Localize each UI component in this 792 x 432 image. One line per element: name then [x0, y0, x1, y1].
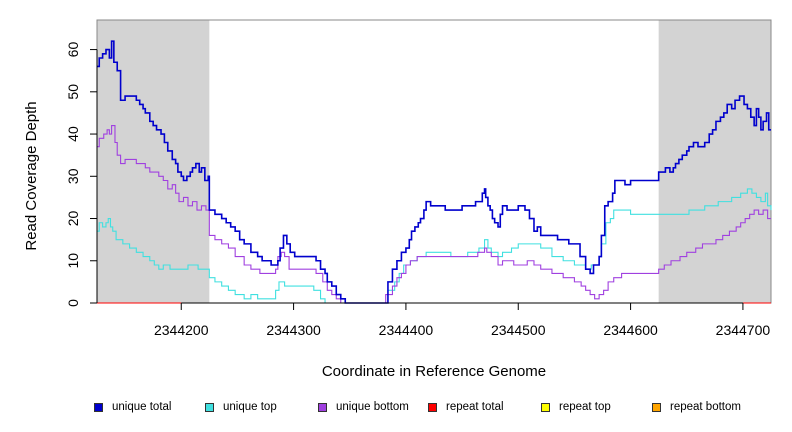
legend-item-repeat-bottom: repeat bottom: [652, 401, 741, 413]
legend-item-repeat-total: repeat total: [428, 401, 504, 413]
y-axis-title: Read Coverage Depth: [23, 101, 40, 250]
shaded-region-2: [658, 20, 771, 303]
y-tick-label: 50: [65, 84, 81, 100]
y-tick-label: 0: [65, 299, 81, 307]
y-tick-label: 20: [65, 211, 81, 227]
legend-item-repeat-top: repeat top: [541, 401, 611, 413]
x-tick-label: 2344300: [266, 322, 321, 338]
x-tick-label: 2344600: [603, 322, 658, 338]
x-axis: 2344200 2344300 2344400 2344500 2344600 23447…: [154, 302, 771, 338]
legend-label: repeat bottom: [670, 401, 741, 413]
legend-label: repeat top: [559, 401, 611, 413]
series-line-unique-top: [97, 188, 772, 304]
legend-swatch: [652, 402, 661, 412]
legend-label: repeat total: [446, 401, 504, 413]
legend-item-unique-top: unique top: [205, 401, 277, 413]
legend-label: unique bottom: [336, 401, 409, 413]
y-axis: 0 10 20 30 40 50 60: [65, 42, 98, 307]
legend-swatch: [205, 402, 214, 412]
y-tick-label: 40: [65, 126, 81, 142]
x-tick-label: 2344500: [491, 322, 546, 338]
legend: unique total unique top unique bottom repea…: [0, 398, 792, 420]
shaded-region-1: [97, 20, 210, 303]
y-tick-label: 10: [65, 253, 81, 269]
legend-swatch: [541, 402, 550, 412]
legend-label: unique total: [112, 401, 172, 413]
legend-swatch: [318, 402, 327, 412]
x-tick-label: 2344400: [379, 322, 434, 338]
legend-label: unique top: [223, 401, 277, 413]
legend-swatch: [94, 402, 103, 412]
x-tick-label: 2344200: [154, 322, 209, 338]
legend-item-unique-total: unique total: [94, 401, 171, 413]
shaded-regions: [97, 20, 771, 303]
coverage-chart: 2344200 2344300 2344400 2344500 2344600 23447…: [23, 19, 772, 380]
y-tick-label: 60: [65, 42, 81, 58]
series-line-unique-total: [97, 40, 771, 304]
x-axis-title: Coordinate in Reference Genome: [322, 363, 546, 380]
legend-swatch: [428, 402, 437, 412]
series-line-unique-bottom: [97, 125, 771, 304]
y-tick-label: 30: [65, 168, 81, 184]
legend-item-unique-bottom: unique bottom: [318, 401, 409, 413]
x-tick-label: 2344700: [716, 322, 771, 338]
